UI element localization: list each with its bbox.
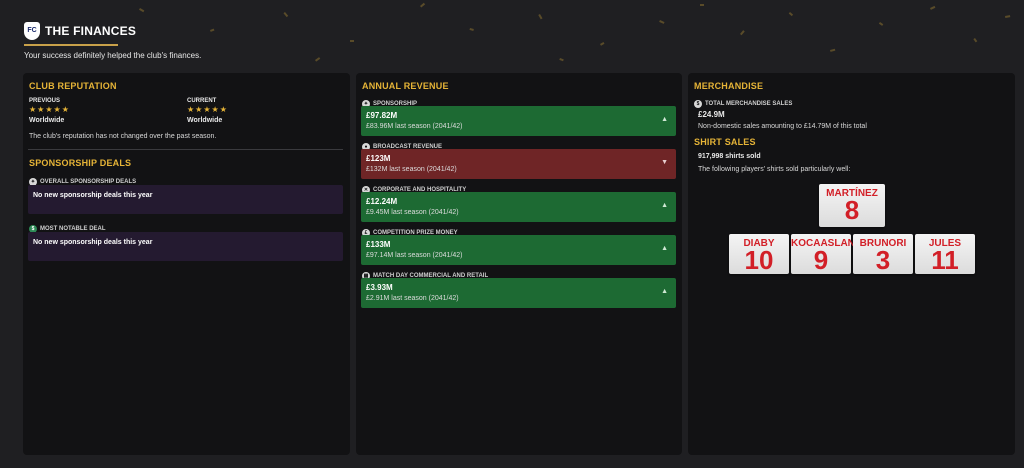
revenue-label-row: ● BROADCAST REVENUE <box>362 138 443 151</box>
player-shirt: MARTÍNEZ 8 <box>819 184 885 227</box>
revenue-label: SPONSORSHIP <box>373 100 418 107</box>
shirt-player-name: BRUNORI <box>859 238 907 249</box>
trend-up-icon: ▲ <box>661 202 668 209</box>
shirt-number: 9 <box>813 245 829 275</box>
shirt-number: 10 <box>744 245 774 275</box>
revenue-row-prize-money: £133M £97.14M last season (2041/42) ▲ <box>361 235 676 265</box>
hospitality-icon: ✕ <box>362 185 370 194</box>
player-shirt: KOCAASLAN 9 <box>791 234 855 275</box>
overall-sponsorship-text: No new sponsorship deals this year <box>33 192 153 199</box>
shirt-player-name: MARTÍNEZ <box>826 188 878 199</box>
page-title: THE FINANCES <box>45 24 137 38</box>
trend-up-icon: ▲ <box>661 116 668 123</box>
revenue-label: MATCH DAY COMMERCIAL AND RETAIL <box>373 272 489 279</box>
shirt-player-name: KOCAASLAN <box>791 238 855 249</box>
revenue-row-broadcast: £123M £132M last season (2041/42) ▼ <box>361 149 676 179</box>
player-shirt: JULES 11 <box>915 234 975 274</box>
player-shirt: BRUNORI 3 <box>853 234 913 274</box>
previous-stars: ★★★★★ <box>29 105 70 114</box>
trend-up-icon: ▲ <box>661 245 668 252</box>
shirt-sales-note: The following players' shirts sold parti… <box>698 166 851 173</box>
revenue-row-corporate: £12.24M £9.45M last season (2041/42) ▲ <box>361 192 676 222</box>
shirt-sales-title: SHIRT SALES <box>694 137 756 147</box>
overall-sponsorship-label-row: ✦ OVERALL SPONSORSHIP DEALS <box>29 173 137 186</box>
trophy-icon: £ <box>362 228 370 237</box>
annual-revenue-title: ANNUAL REVENUE <box>362 81 449 91</box>
revenue-value: £133M <box>366 240 391 249</box>
shirts-sold-count: 917,998 shirts sold <box>698 153 761 160</box>
handshake-icon: ✦ <box>362 99 370 108</box>
notable-deal-label: MOST NOTABLE DEAL <box>40 225 106 232</box>
notable-deal-label-row: $ MOST NOTABLE DEAL <box>29 220 106 233</box>
revenue-row-match-day: £3.93M £2.91M last season (2041/42) ▲ <box>361 278 676 308</box>
revenue-label-row: ▦ MATCH DAY COMMERCIAL AND RETAIL <box>362 267 489 280</box>
sponsorship-deals-title: SPONSORSHIP DEALS <box>29 158 132 168</box>
shirt-player-name: DIABY <box>743 238 775 249</box>
total-merch-label-row: $ TOTAL MERCHANDISE SALES <box>694 95 793 108</box>
revenue-value: £12.24M <box>366 197 398 206</box>
shirt-number: 3 <box>875 245 891 275</box>
title-underline <box>24 44 118 46</box>
total-merch-label: TOTAL MERCHANDISE SALES <box>705 100 793 107</box>
revenue-value: £123M <box>366 154 391 163</box>
revenue-label: BROADCAST REVENUE <box>373 143 443 150</box>
non-domestic-note: Non-domestic sales amounting to £14.79M … <box>698 123 867 130</box>
current-stars: ★★★★★ <box>187 105 228 114</box>
revenue-label: CORPORATE AND HOSPITALITY <box>373 186 467 193</box>
notable-deal-box: No new sponsorship deals this year <box>28 232 343 261</box>
money-icon: $ <box>694 99 702 108</box>
shirt-number: 8 <box>844 195 860 225</box>
overall-sponsorship-label: OVERALL SPONSORSHIP DEALS <box>40 178 137 185</box>
page-subtitle: Your success definitely helped the club'… <box>24 51 202 60</box>
revenue-label: COMPETITION PRIZE MONEY <box>373 229 458 236</box>
revenue-last-season: £9.45M last season (2041/42) <box>366 209 459 216</box>
reputation-sponsorship-panel: CLUB REPUTATION PREVIOUS ★★★★★ Worldwide… <box>23 73 350 455</box>
current-label: CURRENT <box>187 98 217 104</box>
current-reputation: Worldwide <box>187 117 223 124</box>
overall-sponsorship-box: No new sponsorship deals this year <box>28 185 343 214</box>
revenue-last-season: £97.14M last season (2041/42) <box>366 252 463 259</box>
trend-down-icon: ▼ <box>661 159 668 166</box>
revenue-last-season: £132M last season (2041/42) <box>366 166 457 173</box>
previous-label: PREVIOUS <box>29 98 61 104</box>
shirt-player-name: JULES <box>928 238 962 249</box>
revenue-row-sponsorship: £97.82M £83.96M last season (2041/42) ▲ <box>361 106 676 136</box>
handshake-icon: ✦ <box>29 177 37 186</box>
revenue-label-row: ✦ SPONSORSHIP <box>362 95 418 108</box>
annual-revenue-panel: ANNUAL REVENUE ✦ SPONSORSHIP £97.82M £83.… <box>356 73 682 455</box>
total-merch-value: £24.9M <box>698 110 725 119</box>
merchandise-title: MERCHANDISE <box>694 81 764 91</box>
reputation-note: The club's reputation has not changed ov… <box>29 133 217 140</box>
revenue-last-season: £83.96M last season (2041/42) <box>366 123 463 130</box>
club-crest-icon: FC <box>24 22 40 40</box>
shirt-number: 11 <box>931 245 959 275</box>
revenue-last-season: £2.91M last season (2041/42) <box>366 295 459 302</box>
section-divider <box>28 149 343 150</box>
money-icon: $ <box>29 224 37 233</box>
revenue-label-row: ✕ CORPORATE AND HOSPITALITY <box>362 181 467 194</box>
club-reputation-title: CLUB REPUTATION <box>29 81 117 91</box>
broadcast-icon: ● <box>362 142 370 151</box>
previous-reputation: Worldwide <box>29 117 65 124</box>
merchandise-panel: MERCHANDISE $ TOTAL MERCHANDISE SALES £24… <box>688 73 1015 455</box>
player-shirt: DIABY 10 <box>729 234 789 274</box>
notable-deal-text: No new sponsorship deals this year <box>33 239 153 246</box>
stadium-icon: ▦ <box>362 271 370 280</box>
trend-up-icon: ▲ <box>661 288 668 295</box>
revenue-label-row: £ COMPETITION PRIZE MONEY <box>362 224 458 237</box>
revenue-value: £3.93M <box>366 283 393 292</box>
revenue-value: £97.82M <box>366 111 398 120</box>
